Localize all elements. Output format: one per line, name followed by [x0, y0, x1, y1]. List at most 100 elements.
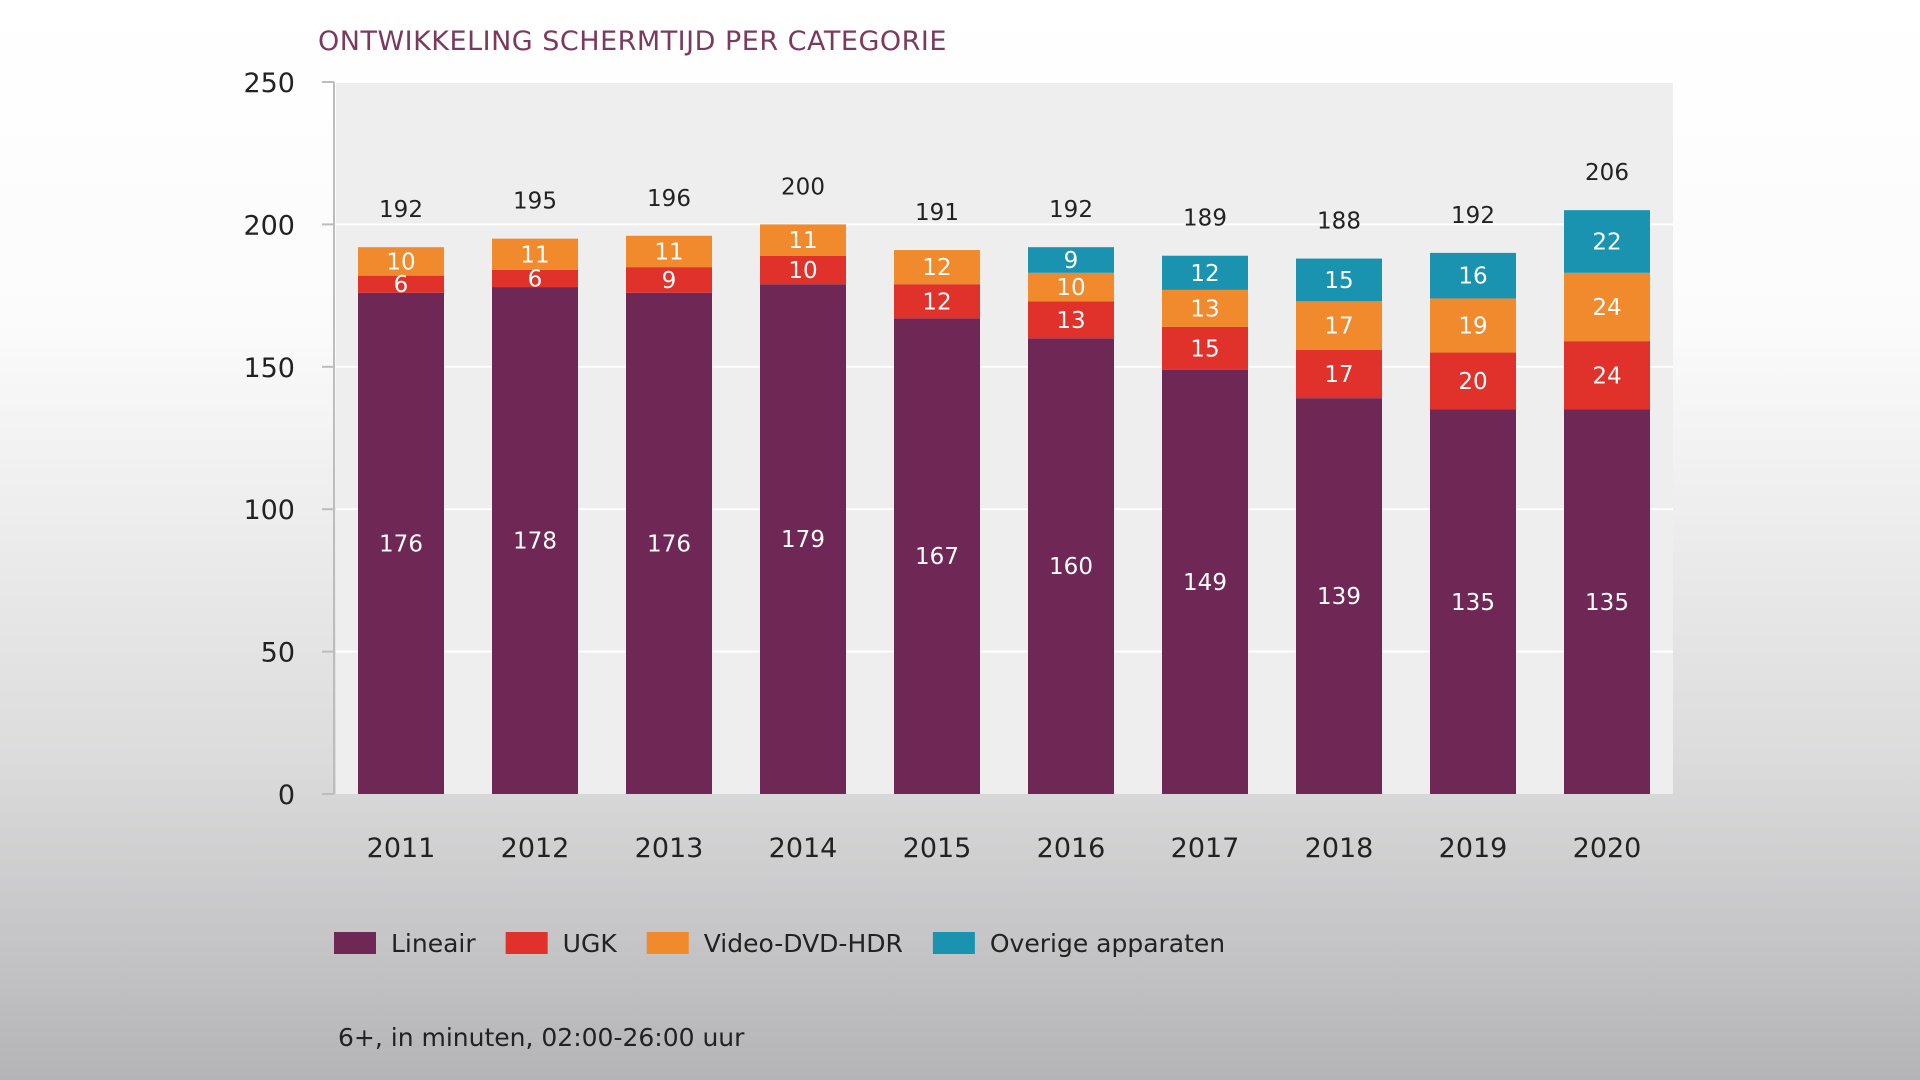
bar-2020-series-2	[1564, 272, 1650, 342]
total-label-2014: 200	[781, 174, 825, 200]
legend-swatch-3	[932, 932, 975, 954]
bar-2015-series-1	[894, 284, 980, 319]
bar-2013-series-0	[626, 292, 712, 794]
bar-2014-series-0	[760, 284, 846, 794]
bar-2017-series-3	[1162, 255, 1248, 290]
segment-label-2020-series-0: 135	[1585, 590, 1629, 616]
segment-label-2011-series-1: 6	[394, 272, 409, 298]
segment-label-2016-series-2: 10	[1056, 275, 1085, 301]
segment-label-2019-series-3: 16	[1458, 264, 1487, 290]
y-axis-ticks: 0 50 100 150 200 250	[243, 68, 334, 811]
segment-label-2017-series-0: 149	[1183, 570, 1227, 596]
bar-2014-series-1	[760, 255, 846, 285]
bar-2017-series-2	[1162, 289, 1248, 327]
segment-label-2018-series-1: 17	[1324, 362, 1353, 388]
segment-label-2013-series-2: 11	[654, 239, 683, 265]
bar-2018-series-2	[1296, 301, 1382, 350]
segment-label-2020-series-2: 24	[1592, 295, 1621, 321]
bar-2020-series-3	[1564, 210, 1650, 273]
total-label-2013: 196	[647, 186, 691, 212]
bar-2019-series-3	[1430, 252, 1516, 299]
segment-label-2016-series-1: 13	[1056, 308, 1085, 334]
bar-2019-series-2	[1430, 298, 1516, 353]
bar-2016-series-1	[1028, 301, 1114, 339]
segment-label-2012-series-0: 178	[513, 529, 557, 555]
x-tick-label-2016: 2016	[1037, 833, 1106, 864]
legend: Lineair UGK Video-DVD-HDR Overige apparaten	[334, 929, 1225, 958]
bar-2017-series-1	[1162, 326, 1248, 370]
y-tick-label-50: 50	[261, 638, 295, 669]
bar-2020-series-0	[1564, 409, 1650, 794]
segment-label-2015-series-1: 12	[922, 289, 951, 315]
y-tick-label-0: 0	[278, 780, 295, 811]
x-tick-label-2015: 2015	[903, 833, 972, 864]
segment-label-2013-series-0: 176	[647, 531, 691, 557]
bar-2014-series-2	[760, 224, 846, 256]
bar-2012-series-0	[492, 287, 578, 794]
y-tick-label-100: 100	[243, 495, 295, 526]
segment-label-2017-series-1: 15	[1190, 336, 1219, 362]
legend-swatch-2	[646, 932, 689, 954]
x-tick-label-2017: 2017	[1171, 833, 1240, 864]
segment-label-2019-series-0: 135	[1451, 590, 1495, 616]
x-tick-label-2019: 2019	[1439, 833, 1508, 864]
segment-label-2015-series-0: 167	[915, 544, 959, 570]
y-tick-label-250: 250	[243, 68, 295, 99]
legend-label-1: UGK	[563, 929, 618, 958]
x-tick-label-2012: 2012	[501, 833, 570, 864]
x-tick-label-2020: 2020	[1573, 833, 1642, 864]
segment-label-2014-series-0: 179	[781, 527, 825, 553]
segment-label-2019-series-2: 19	[1458, 314, 1487, 340]
segment-labels: 1766101786111769111791011167121216013109…	[379, 228, 1629, 616]
bar-2011-series-2	[358, 247, 444, 276]
total-label-2012: 195	[513, 189, 557, 215]
bar-2019-series-0	[1430, 409, 1516, 794]
bar-2013-series-1	[626, 267, 712, 293]
footnote: 6+, in minuten, 02:00-26:00 uur	[338, 1023, 745, 1052]
segment-label-2012-series-1: 6	[528, 267, 543, 293]
total-label-2016: 192	[1049, 197, 1093, 223]
bar-2016-series-2	[1028, 272, 1114, 302]
segment-label-2018-series-3: 15	[1324, 268, 1353, 294]
segment-label-2014-series-1: 10	[788, 258, 817, 284]
x-tick-label-2018: 2018	[1305, 833, 1374, 864]
segment-label-2015-series-2: 12	[922, 255, 951, 281]
bar-2020-series-1	[1564, 341, 1650, 410]
legend-label-3: Overige apparaten	[990, 929, 1225, 958]
total-label-2018: 188	[1317, 209, 1361, 235]
segment-label-2019-series-1: 20	[1458, 369, 1487, 395]
bar-2019-series-1	[1430, 352, 1516, 410]
segment-label-2018-series-0: 139	[1317, 584, 1361, 610]
total-label-2017: 189	[1183, 206, 1227, 232]
legend-label-2: Video-DVD-HDR	[704, 929, 903, 958]
x-axis-ticks: 2011 2012 2013 2014 2015 2016 2017 2018 2019 2020	[367, 833, 1642, 864]
segment-label-2020-series-3: 22	[1592, 229, 1621, 255]
total-label-2019: 192	[1451, 203, 1495, 229]
x-tick-label-2011: 2011	[367, 833, 436, 864]
segment-label-2011-series-0: 176	[379, 531, 423, 557]
segment-label-2016-series-0: 160	[1049, 554, 1093, 580]
total-label-2015: 191	[915, 200, 959, 226]
segment-label-2013-series-1: 9	[662, 268, 677, 294]
bar-2011-series-0	[358, 292, 444, 794]
x-tick-label-2013: 2013	[635, 833, 704, 864]
bar-2015-series-2	[894, 250, 980, 285]
total-label-2020: 206	[1585, 160, 1629, 186]
bar-2015-series-0	[894, 318, 980, 794]
bars	[358, 210, 1650, 794]
segment-label-2014-series-2: 11	[788, 228, 817, 254]
segment-label-2017-series-3: 12	[1190, 261, 1219, 287]
legend-swatch-0	[334, 932, 376, 954]
bar-2012-series-2	[492, 238, 578, 270]
chart-title: ONTWIKKELING SCHERMTIJD PER CATEGORIE	[318, 26, 947, 57]
bar-2018-series-3	[1296, 258, 1382, 302]
bar-2013-series-2	[626, 235, 712, 268]
bar-2018-series-1	[1296, 349, 1382, 399]
total-labels: 192 195 196 200 191 192 189 188 192 206	[379, 160, 1629, 234]
bar-2011-series-1	[358, 275, 444, 293]
bar-2016-series-3	[1028, 247, 1114, 273]
y-tick-label-150: 150	[243, 353, 295, 384]
bar-2012-series-1	[492, 269, 578, 288]
legend-swatch-1	[505, 932, 548, 954]
